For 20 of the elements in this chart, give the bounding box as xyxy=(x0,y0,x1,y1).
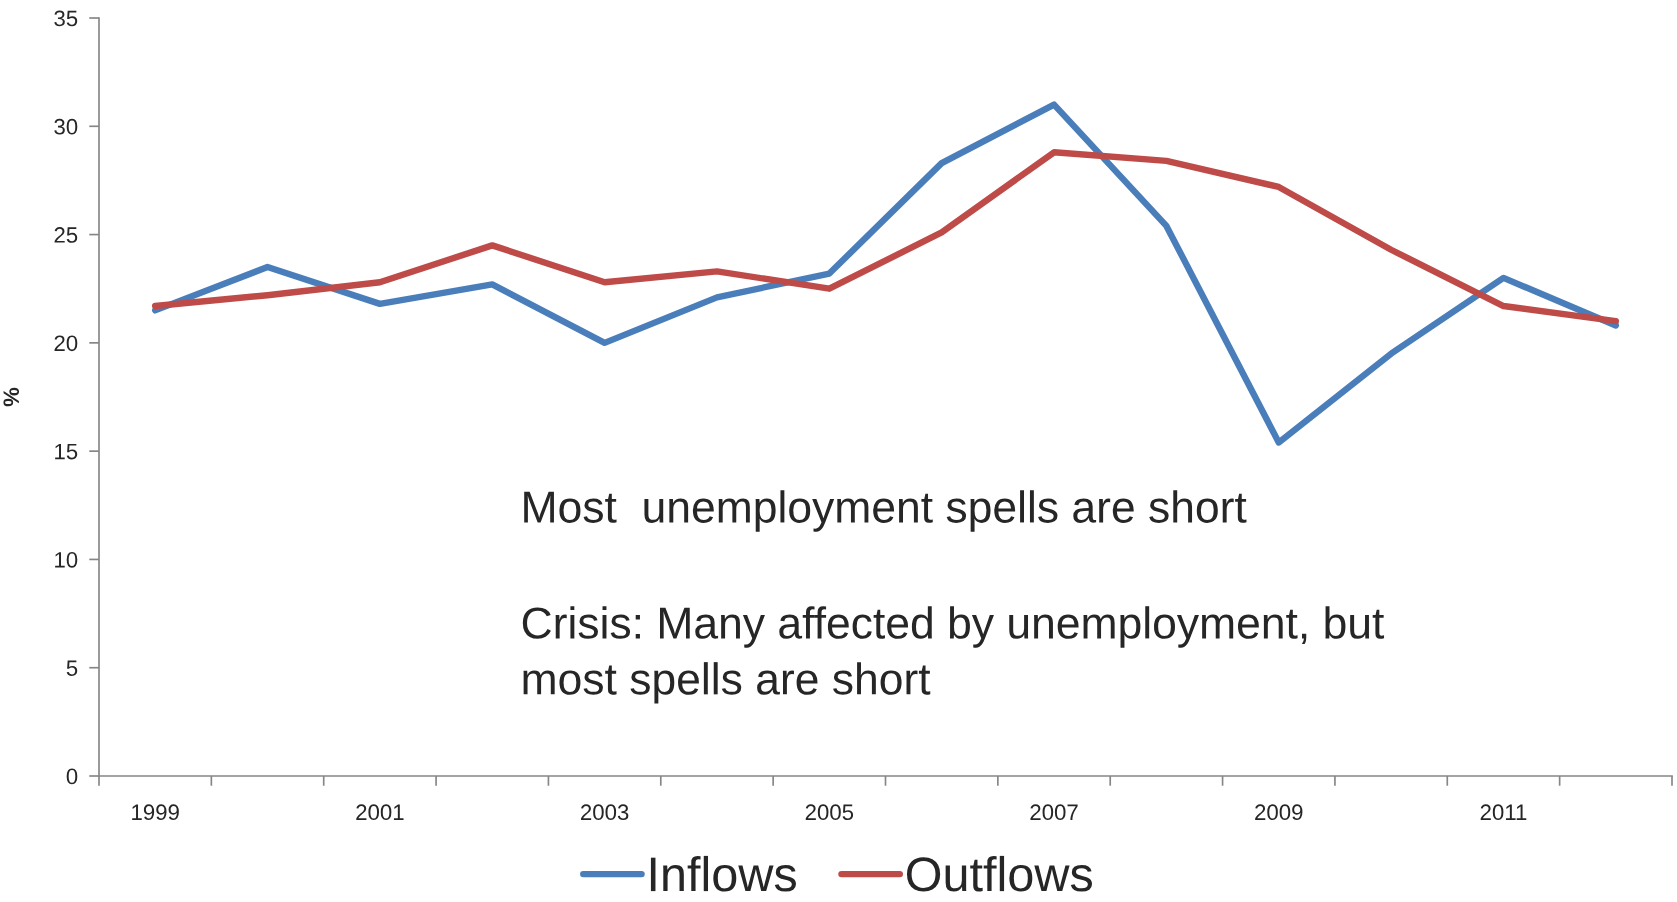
legend-label: Outflows xyxy=(906,855,1093,892)
annotation: Crisis: Many affected by unemployment, but most spells are short xyxy=(522,606,1385,704)
x-tick-label: 2001 xyxy=(356,804,404,821)
y-tick-label: 35 xyxy=(54,10,78,27)
x-tick-label: 2011 xyxy=(1480,804,1527,821)
annotation: Most unemployment spells are short xyxy=(524,490,1247,532)
x-tick-label: 2005 xyxy=(805,804,854,821)
y-tick-label: 5 xyxy=(66,660,78,676)
y-tick-label: 10 xyxy=(55,551,78,568)
y-axis-title: % xyxy=(3,387,20,407)
x-tick-label: 1999 xyxy=(132,804,179,821)
y-tick-label: 0 xyxy=(66,768,78,785)
x-tick-label: 2009 xyxy=(1255,804,1303,821)
y-tick-label: 30 xyxy=(54,118,78,135)
y-tick-label: 25 xyxy=(54,227,78,243)
legend-label: Inflows xyxy=(650,855,796,892)
x-tick-label: 2007 xyxy=(1030,804,1078,821)
x-tick-label: 2003 xyxy=(581,804,629,821)
y-tick-label: 20 xyxy=(54,335,78,352)
y-tick-label: 15 xyxy=(55,443,78,460)
